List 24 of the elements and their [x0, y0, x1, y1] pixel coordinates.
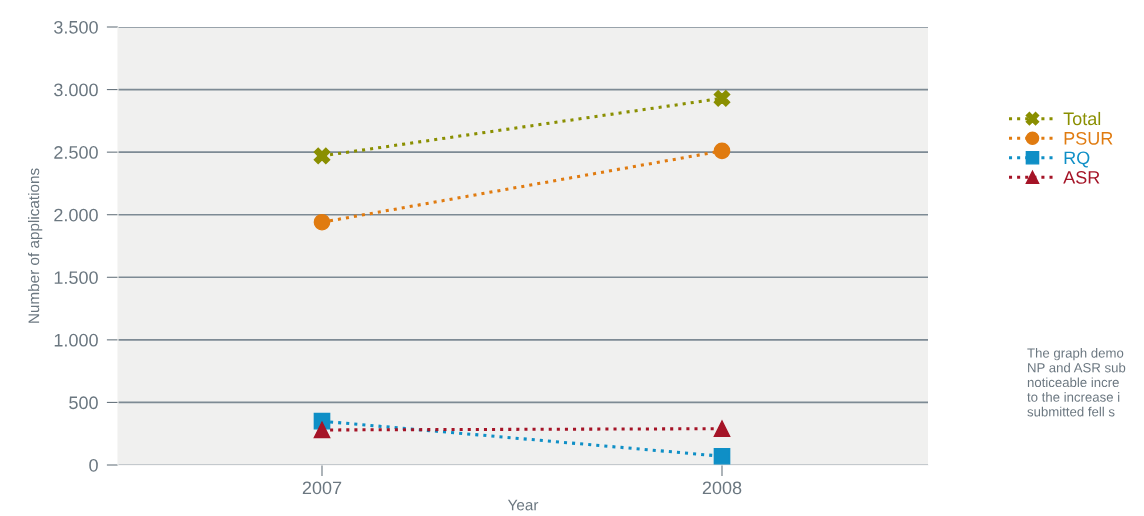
y-tick-label: 1.000	[54, 333, 98, 347]
text: The graph demo NP and ASR sub noticeable incre to the increase i submitted fell s	[1027, 348, 1126, 417]
y-tick-label: 2.500	[54, 146, 98, 159]
y-tick-label: 3.000	[54, 83, 98, 97]
point	[713, 447, 731, 465]
point	[313, 421, 331, 439]
point	[713, 420, 731, 438]
point	[313, 147, 331, 165]
y-tick-label: 500	[69, 396, 98, 410]
legend-label: RQ	[1064, 151, 1090, 168]
point	[313, 213, 331, 231]
x-tick-label: 2007	[302, 481, 342, 495]
y-tick-label: 3.500	[54, 20, 98, 34]
x-tick-label: 2008	[702, 481, 742, 495]
y-tick-label: 1.500	[54, 271, 98, 285]
y-tick-label: 0	[89, 458, 98, 472]
point	[713, 142, 731, 160]
legend-label: PSUR	[1064, 131, 1113, 145]
point	[713, 89, 731, 107]
y-tick-label: 2.000	[54, 208, 98, 222]
x-axis-title: Year	[507, 499, 539, 511]
y-axis-title: Number of applications	[28, 168, 43, 323]
legend-label: ASR	[1063, 171, 1100, 184]
legend-label: Total	[1063, 111, 1101, 126]
